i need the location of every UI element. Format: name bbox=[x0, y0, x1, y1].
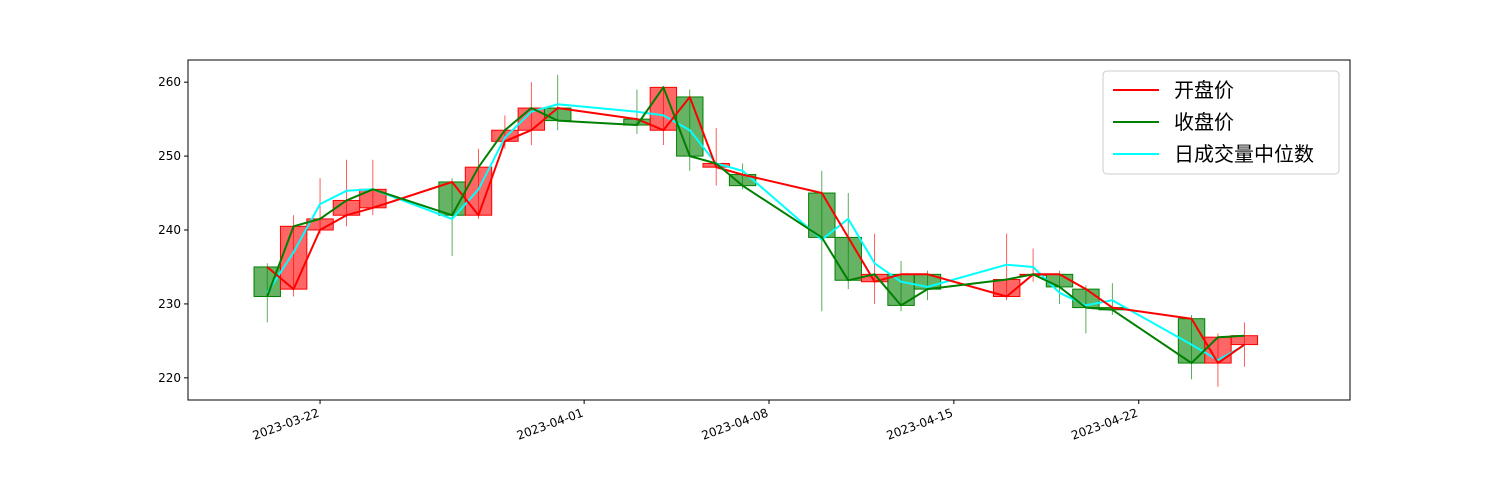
legend-label-open: 开盘价 bbox=[1174, 78, 1234, 102]
y-tick-label: 240 bbox=[158, 223, 181, 237]
y-tick-label: 220 bbox=[158, 371, 181, 385]
x-tick-label: 2023-04-01 bbox=[515, 406, 585, 443]
x-tick-label: 2023-03-22 bbox=[251, 406, 321, 443]
y-tick-label: 250 bbox=[158, 149, 181, 163]
median-line bbox=[266, 103, 1245, 362]
x-tick-label: 2023-04-08 bbox=[700, 406, 770, 443]
y-tick-label: 230 bbox=[158, 297, 181, 311]
open-price-line bbox=[266, 96, 1245, 364]
close-price-line bbox=[266, 86, 1245, 364]
legend-box bbox=[1102, 70, 1340, 175]
y-tick-label: 260 bbox=[158, 75, 181, 89]
candle-body bbox=[808, 192, 836, 238]
legend-label-median: 日成交量中位数 bbox=[1174, 142, 1314, 166]
x-axis: 2023-03-22 2023-04-01 2023-04-08 2023-04-15… bbox=[251, 400, 1140, 443]
legend: 开盘价 收盘价 日成交量中位数 bbox=[1102, 70, 1340, 175]
candle-body bbox=[834, 236, 862, 281]
x-tick-label: 2023-04-22 bbox=[1069, 406, 1139, 443]
y-axis: 220 230 240 250 260 bbox=[158, 75, 188, 385]
x-tick-label: 2023-04-15 bbox=[885, 406, 955, 443]
legend-label-close: 收盘价 bbox=[1174, 110, 1234, 134]
lines-layer bbox=[266, 86, 1245, 364]
candle-body bbox=[676, 96, 704, 157]
